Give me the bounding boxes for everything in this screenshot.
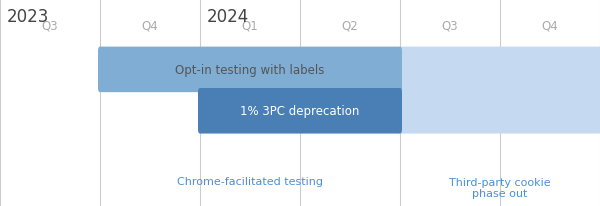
FancyBboxPatch shape	[198, 89, 402, 134]
Text: Q3: Q3	[41, 19, 58, 32]
Text: Third-party cookie
phase out: Third-party cookie phase out	[449, 177, 551, 198]
Text: Q4: Q4	[542, 19, 559, 32]
Text: 2024: 2024	[207, 8, 249, 26]
Text: 1% 3PC deprecation: 1% 3PC deprecation	[241, 105, 359, 118]
Text: Chrome-facilitated testing: Chrome-facilitated testing	[177, 176, 323, 186]
FancyBboxPatch shape	[98, 47, 402, 93]
Text: Q1: Q1	[242, 19, 259, 32]
Text: Q4: Q4	[142, 19, 158, 32]
Text: Q2: Q2	[341, 19, 358, 32]
Text: 2023: 2023	[7, 8, 49, 26]
Text: Q3: Q3	[442, 19, 458, 32]
FancyBboxPatch shape	[398, 47, 600, 134]
Text: Opt-in testing with labels: Opt-in testing with labels	[175, 64, 325, 76]
